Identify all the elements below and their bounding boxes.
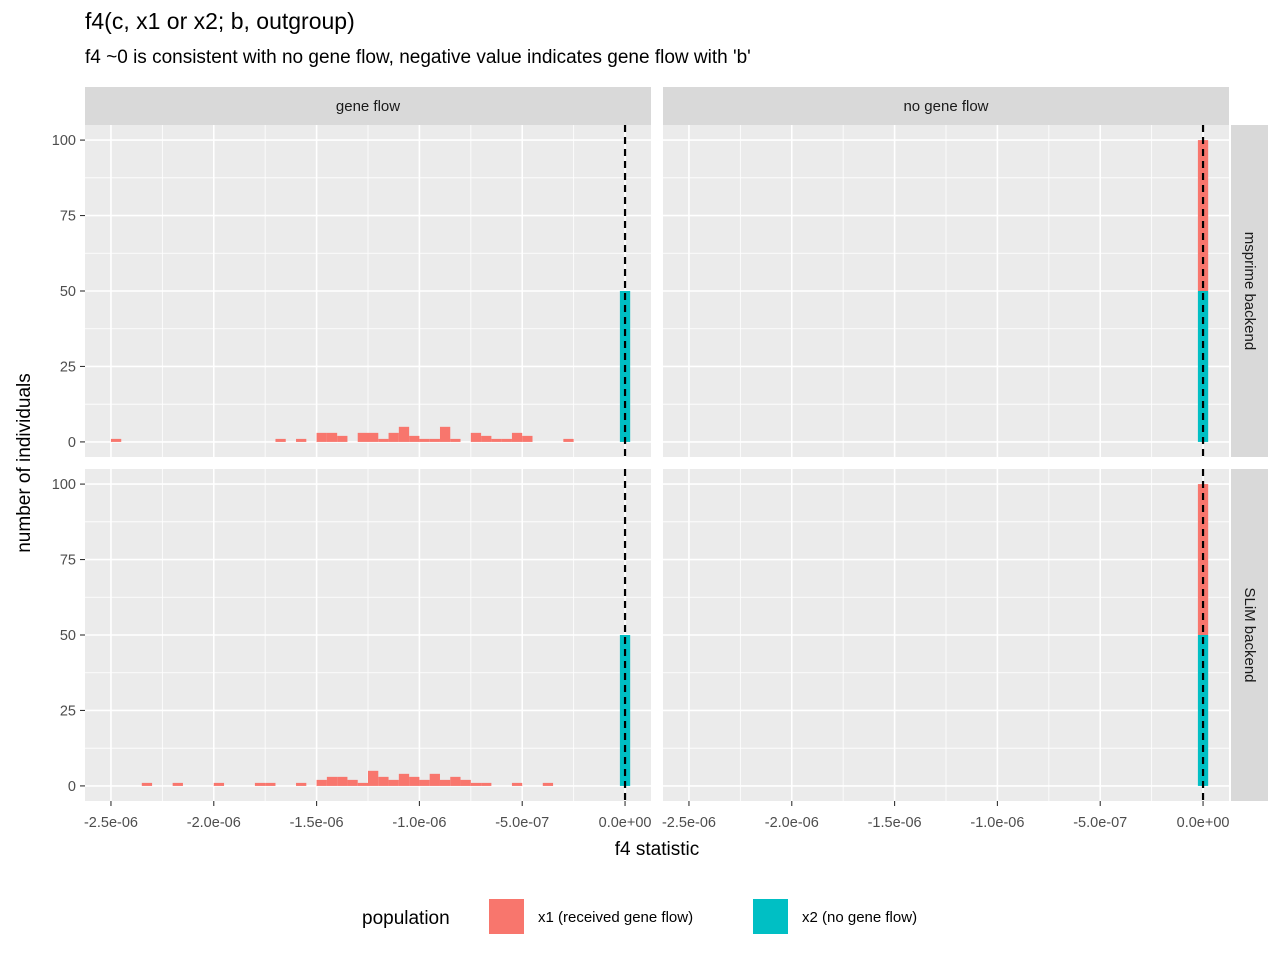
panel-1 — [85, 125, 651, 457]
histogram-bar — [470, 782, 482, 786]
strip-label: SLiM backend — [1241, 587, 1258, 682]
strip-label: no gene flow — [903, 98, 988, 115]
strip-msprime-backend — [1231, 125, 1268, 457]
legend-title: population — [362, 908, 450, 929]
histogram-bar — [398, 426, 410, 442]
strip-label: msprime backend — [1241, 232, 1258, 350]
y-tick-label: 100 — [52, 133, 76, 149]
histogram-bar — [378, 776, 389, 786]
x-tick-label: 0.0e+00 — [1177, 815, 1230, 831]
histogram-bar — [172, 782, 183, 786]
histogram-bar — [141, 782, 153, 786]
histogram-bar — [296, 438, 307, 442]
histogram-bar — [347, 779, 358, 786]
legend: population x1 (received gene flow) x2 (no … — [362, 899, 917, 934]
histogram-bar — [450, 776, 461, 786]
x-tick-label: -1.5e-06 — [290, 815, 344, 831]
legend-key-2 — [753, 899, 788, 934]
histogram-bar — [388, 779, 399, 786]
strip-label: gene flow — [336, 98, 400, 115]
histogram-bar — [378, 438, 389, 442]
x-tick-label: -1.0e-06 — [970, 815, 1024, 831]
histogram-bar — [429, 773, 440, 786]
panel-4 — [663, 469, 1229, 801]
histogram-bar — [439, 426, 451, 442]
histogram-bar — [419, 779, 430, 786]
y-tick-label: 100 — [52, 477, 76, 493]
histogram-bar — [522, 435, 533, 442]
x-tick-label: -2.5e-06 — [84, 815, 138, 831]
histogram-bar — [213, 782, 225, 786]
y-tick-label: 75 — [60, 209, 76, 225]
x-tick-label: -5.0e-07 — [495, 815, 549, 831]
strip-no-gene-flow — [663, 87, 1229, 125]
panel-3 — [85, 469, 651, 801]
legend-label-1: x1 (received gene flow) — [538, 909, 693, 926]
y-tick-label: 0 — [68, 779, 76, 795]
x-tick-label: -2.0e-06 — [765, 815, 819, 831]
y-tick-label: 25 — [60, 703, 76, 719]
histogram-bar — [337, 776, 348, 786]
histogram-bar — [429, 438, 440, 442]
x-axis-title: f4 statistic — [615, 839, 699, 860]
x-tick-label: -2.5e-06 — [662, 815, 716, 831]
histogram-bar — [491, 438, 502, 442]
histogram-bar — [368, 432, 379, 442]
histogram-bar — [316, 432, 327, 442]
y-tick-label: 0 — [68, 435, 76, 451]
x-tick-label: 0.0e+00 — [599, 815, 652, 831]
histogram-bar — [357, 782, 368, 786]
histogram-bar — [481, 782, 492, 786]
histogram-bar — [470, 432, 482, 442]
y-tick-label: 50 — [60, 628, 76, 644]
histogram-bar — [326, 432, 338, 442]
histogram-bar — [275, 438, 286, 442]
legend-label-2: x2 (no gene flow) — [802, 909, 917, 926]
histogram-bar — [110, 438, 122, 442]
histogram-bar — [265, 782, 276, 786]
histogram-bar — [511, 432, 523, 442]
y-axis-title: number of individuals — [14, 373, 35, 553]
x-tick-label: -5.0e-07 — [1073, 815, 1127, 831]
histogram-bar — [563, 438, 574, 442]
panel-2 — [663, 125, 1229, 457]
histogram-bar — [409, 776, 420, 786]
chart-title: f4(c, x1 or x2; b, outgroup) — [85, 8, 355, 34]
histogram-bar — [439, 779, 451, 786]
x-tick-label: -2.0e-06 — [187, 815, 241, 831]
histogram-bar — [419, 438, 430, 442]
strip-gene-flow — [85, 87, 651, 125]
x-tick-label: -1.0e-06 — [392, 815, 446, 831]
histogram-bar — [511, 782, 523, 786]
y-tick-label: 50 — [60, 284, 76, 300]
histogram-bar — [481, 435, 492, 442]
strip-SLiM-backend — [1231, 469, 1268, 801]
y-tick-label: 25 — [60, 359, 76, 375]
histogram-bar — [409, 435, 420, 442]
histogram-bar — [450, 438, 461, 442]
histogram-bar — [460, 779, 471, 786]
histogram-bar — [501, 438, 512, 442]
histogram-bar — [296, 782, 307, 786]
histogram-bar — [254, 782, 266, 786]
x-tick-label: -1.5e-06 — [868, 815, 922, 831]
chart-subtitle: f4 ~0 is consistent with no gene flow, n… — [85, 47, 751, 68]
histogram-bar — [316, 779, 327, 786]
histogram-bar — [357, 432, 368, 442]
legend-key-1 — [489, 899, 524, 934]
histogram-bar — [337, 435, 348, 442]
histogram-bar — [398, 773, 410, 786]
histogram-bar — [368, 770, 379, 786]
histogram-bar — [326, 776, 338, 786]
y-tick-label: 75 — [60, 553, 76, 569]
histogram-bar — [542, 782, 554, 786]
histogram-bar — [388, 432, 399, 442]
